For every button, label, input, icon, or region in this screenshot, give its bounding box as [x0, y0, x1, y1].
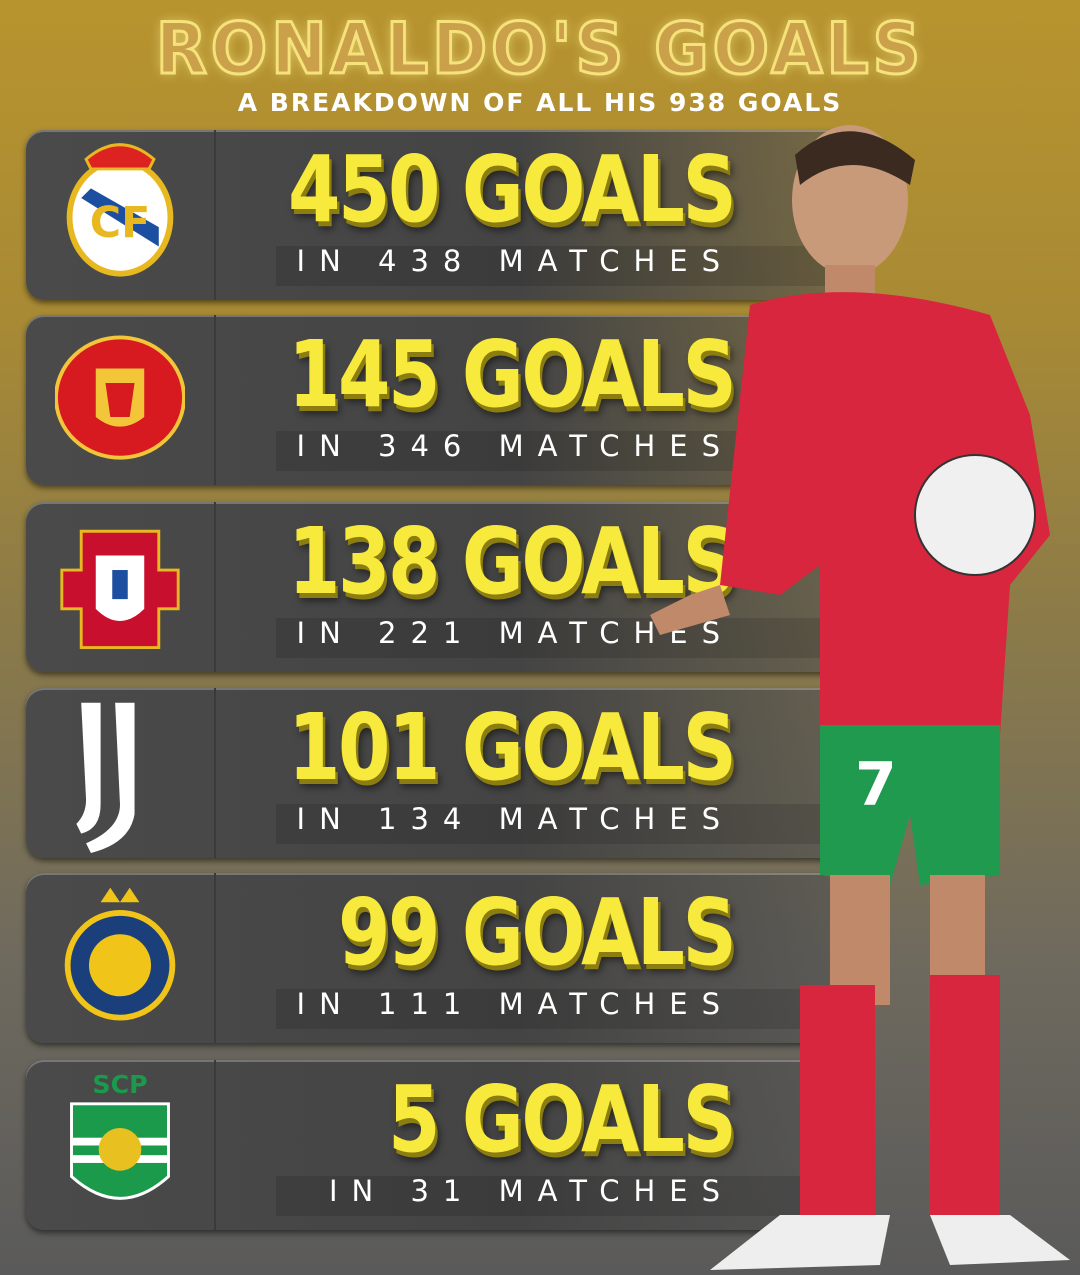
matches-band	[276, 804, 846, 844]
page-title: RONALDO'S GOALS	[154, 7, 925, 92]
matches-count: IN 346 MATCHES	[296, 429, 734, 463]
goals-count: 138 GOALS	[287, 508, 737, 615]
matches-count: IN 31 MATCHES	[329, 1174, 734, 1208]
club-card: SCP 5 GOALS IN 31 MATCHES	[26, 1060, 846, 1230]
svg-text:7: 7	[855, 750, 897, 820]
matches-count: IN 111 MATCHES	[296, 987, 734, 1021]
matches-count: IN 134 MATCHES	[296, 802, 734, 836]
goals-count: 99 GOALS	[337, 879, 737, 986]
real-madrid-crest-logo: CF	[26, 130, 216, 300]
matches-band	[276, 618, 846, 658]
club-card: 101 GOALS IN 134 MATCHES	[26, 688, 846, 858]
club-card: 138 GOALS IN 221 MATCHES	[26, 502, 846, 672]
matches-count: IN 438 MATCHES	[296, 244, 734, 278]
svg-text:CF: CF	[90, 198, 150, 248]
matches-band	[276, 989, 846, 1029]
svg-text:SCP: SCP	[92, 1070, 147, 1099]
goals-count: 5 GOALS	[387, 1066, 737, 1173]
goals-count: 101 GOALS	[287, 694, 737, 801]
juventus-crest-logo	[26, 688, 216, 858]
portugal-fpf-crest-logo	[26, 502, 216, 672]
matches-band	[276, 1176, 846, 1216]
goals-count: 145 GOALS	[287, 321, 737, 428]
page-subtitle: A BREAKDOWN OF ALL HIS 938 GOALS	[237, 88, 843, 117]
sporting-cp-crest-logo: SCP	[26, 1060, 216, 1230]
club-card: CF 450 GOALS IN 438 MATCHES	[26, 130, 846, 300]
matches-count: IN 221 MATCHES	[296, 616, 734, 650]
goals-count: 450 GOALS	[287, 136, 737, 243]
club-card: 99 GOALS IN 111 MATCHES	[26, 873, 846, 1043]
player-photo: 7	[650, 125, 1070, 1270]
matches-band	[276, 246, 846, 286]
club-card: 145 GOALS IN 346 MATCHES	[26, 315, 846, 485]
al-nassr-crest-logo	[26, 873, 216, 1043]
manchester-united-crest-logo	[26, 315, 216, 485]
